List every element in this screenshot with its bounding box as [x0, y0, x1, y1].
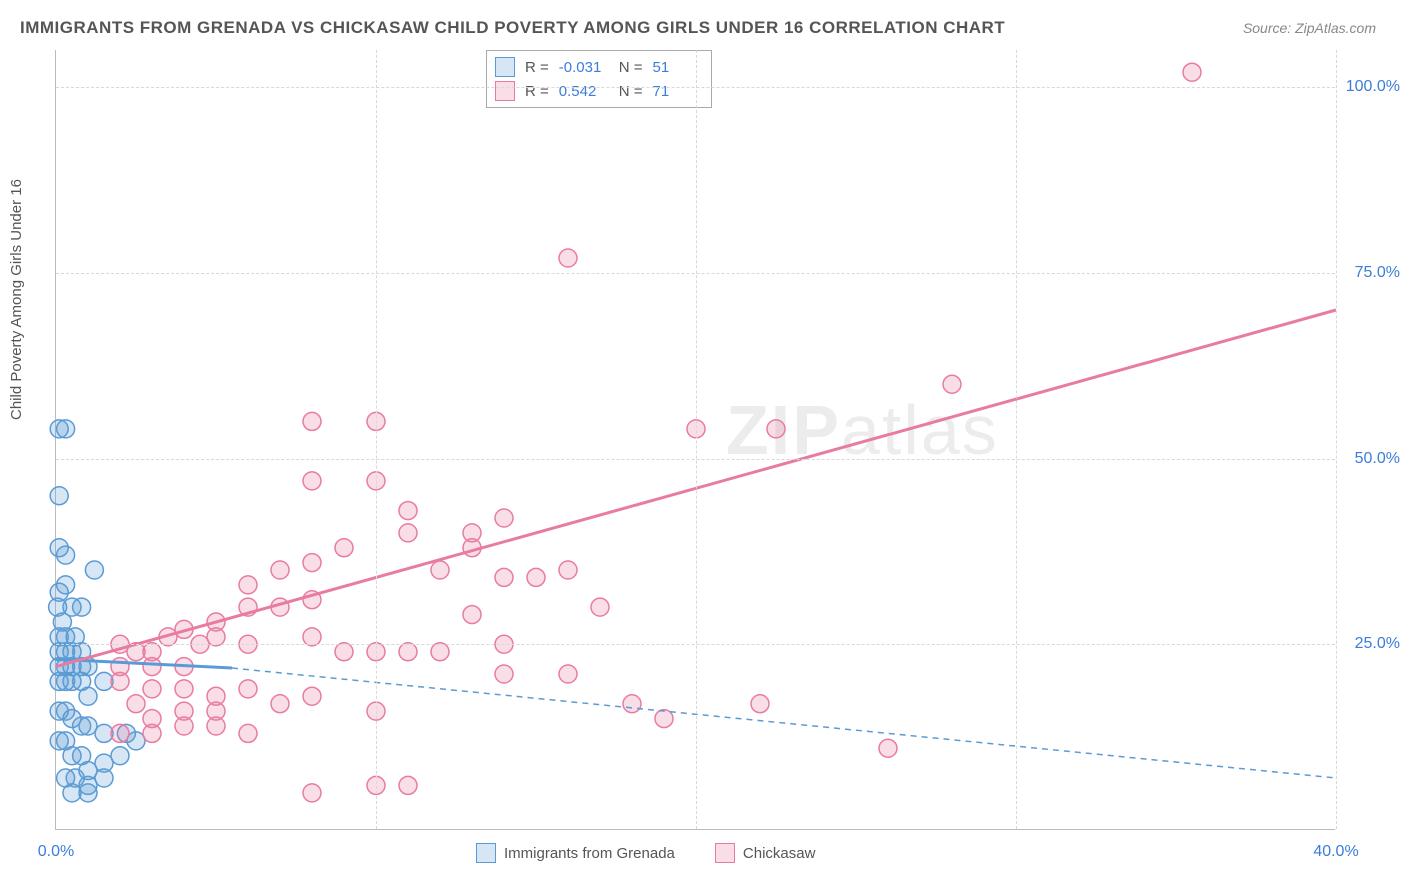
data-point	[271, 561, 289, 579]
data-point	[143, 658, 161, 676]
data-point	[751, 695, 769, 713]
data-point	[399, 524, 417, 542]
data-point	[559, 249, 577, 267]
n-label: N =	[619, 83, 643, 100]
n-label: N =	[619, 59, 643, 76]
stats-legend: R =-0.031N =51R =0.542N =71	[486, 50, 712, 108]
data-point	[303, 628, 321, 646]
data-point	[431, 643, 449, 661]
data-point	[57, 420, 75, 438]
data-point	[239, 680, 257, 698]
data-point	[143, 680, 161, 698]
trend-line-extrapolated	[232, 668, 1336, 778]
data-point	[303, 687, 321, 705]
data-point	[303, 472, 321, 490]
data-point	[239, 576, 257, 594]
data-point	[591, 598, 609, 616]
chart-title: IMMIGRANTS FROM GRENADA VS CHICKASAW CHI…	[20, 18, 1005, 38]
grid-line-v	[1336, 50, 1337, 829]
data-point	[463, 606, 481, 624]
data-point	[85, 561, 103, 579]
data-point	[623, 695, 641, 713]
grid-line-v	[1016, 50, 1017, 829]
data-point	[175, 702, 193, 720]
data-point	[431, 561, 449, 579]
data-point	[79, 784, 97, 802]
y-tick-label: 75.0%	[1355, 264, 1400, 282]
legend-swatch	[476, 843, 496, 863]
r-label: R =	[525, 59, 549, 76]
data-point	[879, 739, 897, 757]
data-point	[79, 687, 97, 705]
legend-item: Immigrants from Grenada	[476, 843, 675, 863]
series-legend: Immigrants from Grenada Chickasaw	[476, 843, 815, 863]
data-point	[943, 375, 961, 393]
data-point	[95, 769, 113, 787]
data-point	[495, 665, 513, 683]
legend-item: Chickasaw	[715, 843, 816, 863]
legend-swatch	[495, 57, 515, 77]
data-point	[175, 680, 193, 698]
legend-swatch	[715, 843, 735, 863]
data-point	[559, 665, 577, 683]
legend-label: Chickasaw	[743, 845, 816, 862]
grid-line-v	[696, 50, 697, 829]
data-point	[111, 672, 129, 690]
data-point	[79, 717, 97, 735]
r-label: R =	[525, 83, 549, 100]
data-point	[495, 568, 513, 586]
data-point	[559, 561, 577, 579]
data-point	[527, 568, 545, 586]
legend-label: Immigrants from Grenada	[504, 845, 675, 862]
data-point	[1183, 63, 1201, 81]
y-tick-label: 100.0%	[1346, 78, 1400, 96]
data-point	[73, 598, 91, 616]
data-point	[335, 643, 353, 661]
stats-legend-row: R =-0.031N =51	[495, 55, 703, 79]
y-tick-label: 50.0%	[1355, 450, 1400, 468]
data-point	[303, 412, 321, 430]
r-value: 0.542	[559, 83, 609, 100]
data-point	[111, 747, 129, 765]
data-point	[57, 576, 75, 594]
data-point	[303, 784, 321, 802]
data-point	[207, 702, 225, 720]
stats-legend-row: R =0.542N =71	[495, 79, 703, 103]
data-point	[767, 420, 785, 438]
x-tick-label: 0.0%	[38, 843, 74, 861]
y-axis-label: Child Poverty Among Girls Under 16	[8, 179, 25, 420]
r-value: -0.031	[559, 59, 609, 76]
data-point	[271, 695, 289, 713]
data-point	[127, 695, 145, 713]
data-point	[143, 710, 161, 728]
x-tick-label: 40.0%	[1313, 843, 1358, 861]
data-point	[399, 502, 417, 520]
y-tick-label: 25.0%	[1355, 635, 1400, 653]
data-point	[57, 546, 75, 564]
data-point	[495, 509, 513, 527]
data-point	[335, 539, 353, 557]
chart-plot-area: ZIPatlas R =-0.031N =51R =0.542N =71 Imm…	[55, 50, 1335, 830]
data-point	[303, 554, 321, 572]
data-point	[399, 643, 417, 661]
data-point	[111, 724, 129, 742]
data-point	[50, 487, 68, 505]
source-attribution: Source: ZipAtlas.com	[1243, 20, 1376, 36]
grid-line-v	[376, 50, 377, 829]
data-point	[239, 724, 257, 742]
data-point	[207, 628, 225, 646]
data-point	[127, 732, 145, 750]
data-point	[399, 776, 417, 794]
legend-swatch	[495, 81, 515, 101]
